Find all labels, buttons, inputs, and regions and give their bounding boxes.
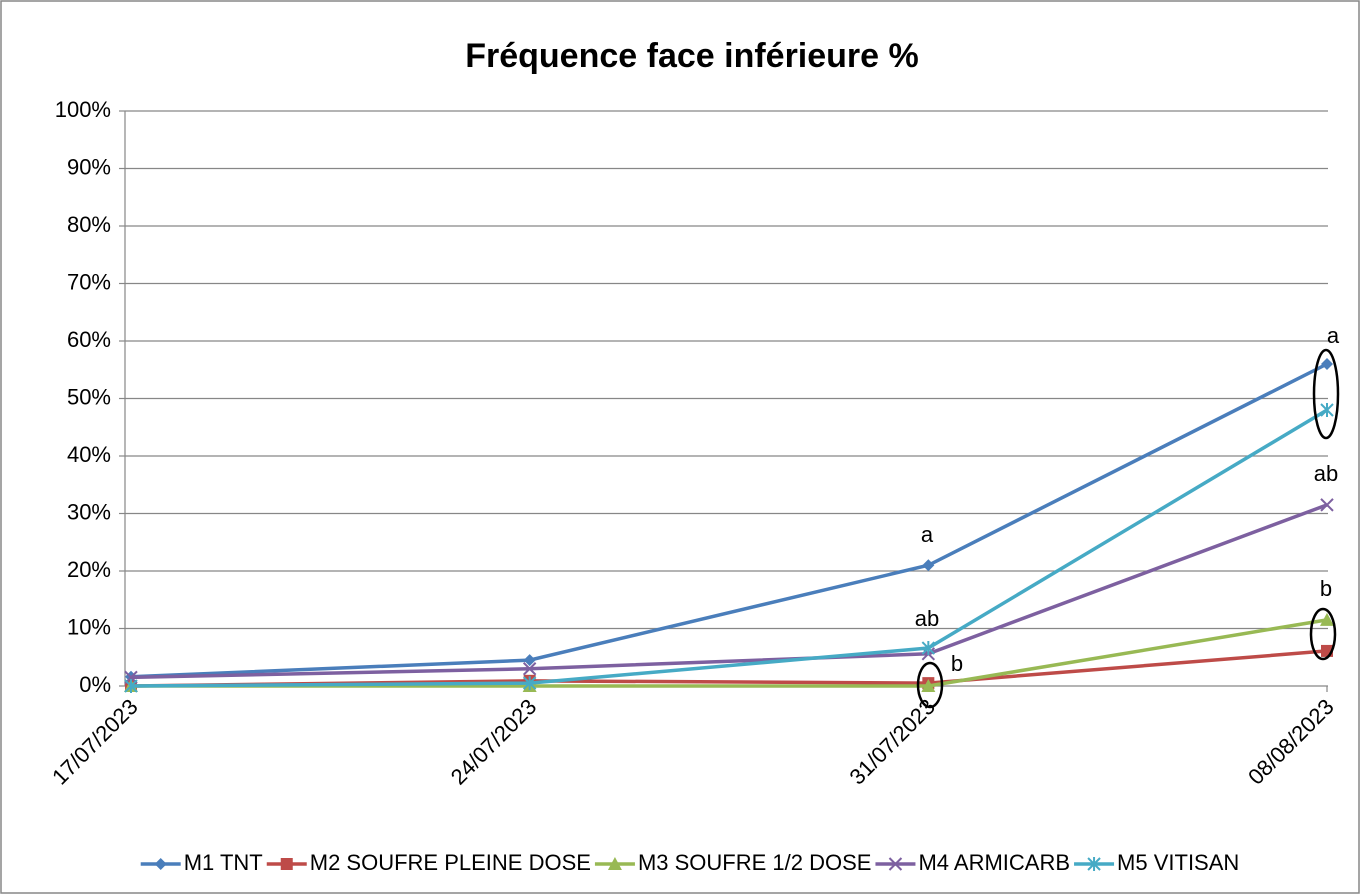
- series-line: [130, 408, 1328, 688]
- marker: [607, 857, 622, 870]
- legend-label: M5 VITISAN: [1117, 850, 1239, 875]
- annotation: a: [1327, 323, 1340, 348]
- marker: [154, 858, 167, 870]
- marker: [124, 679, 138, 693]
- legend-label: M3 SOUFRE 1/2 DOSE: [638, 850, 872, 875]
- legend-item: M1 TNT: [140, 850, 263, 875]
- y-tick-label: 100%: [55, 97, 111, 122]
- marker: [1321, 358, 1333, 370]
- legend: M1 TNT M2 SOUFRE PLEINE DOSE M3 SOUFRE 1/2…: [140, 850, 1239, 875]
- highlight-ellipse: [1309, 607, 1337, 661]
- legend-label: M4 ARMICARB: [918, 850, 1070, 875]
- marker: [280, 858, 293, 870]
- y-tick-label: 10%: [67, 614, 111, 639]
- marker: [888, 857, 903, 871]
- y-tick-label: 50%: [67, 384, 111, 409]
- y-tick-label: 80%: [67, 212, 111, 237]
- y-tick-label: 60%: [67, 327, 111, 352]
- marker: [1320, 498, 1334, 512]
- series-line: [130, 362, 1328, 679]
- highlight-ellipse: [916, 661, 944, 709]
- legend-item: M5 VITISAN: [1074, 850, 1239, 875]
- y-tick-label: 0%: [79, 672, 111, 697]
- marker: [1087, 857, 1101, 871]
- highlight-ellipse: [1312, 348, 1340, 440]
- marker: [522, 676, 537, 691]
- annotation: a: [921, 522, 934, 547]
- y-tick-label: 90%: [67, 154, 111, 179]
- y-tick-label: 40%: [67, 442, 111, 467]
- legend-item: M3 SOUFRE 1/2 DOSE: [594, 850, 872, 875]
- legend-label: M2 SOUFRE PLEINE DOSE: [310, 850, 591, 875]
- y-tick-label: 70%: [67, 269, 111, 294]
- legend-label: M1 TNT: [184, 850, 263, 875]
- annotation: b: [951, 651, 963, 676]
- series-line: [130, 503, 1328, 680]
- annotation: b: [1320, 576, 1332, 601]
- chart-title: Fréquence face inférieure %: [465, 37, 919, 75]
- marker: [921, 679, 936, 692]
- legend-item: M2 SOUFRE PLEINE DOSE: [266, 850, 591, 875]
- marker: [921, 641, 936, 656]
- y-tick-label: 30%: [67, 499, 111, 524]
- legend-item: M4 ARMICARB: [875, 850, 1070, 875]
- annotation: ab: [915, 606, 939, 631]
- marker: [1320, 403, 1334, 417]
- annotation: ab: [1314, 461, 1338, 486]
- marker: [1320, 612, 1334, 626]
- y-tick-label: 20%: [67, 557, 111, 582]
- marker: [522, 662, 537, 676]
- marker: [523, 654, 536, 667]
- marker: [922, 559, 935, 572]
